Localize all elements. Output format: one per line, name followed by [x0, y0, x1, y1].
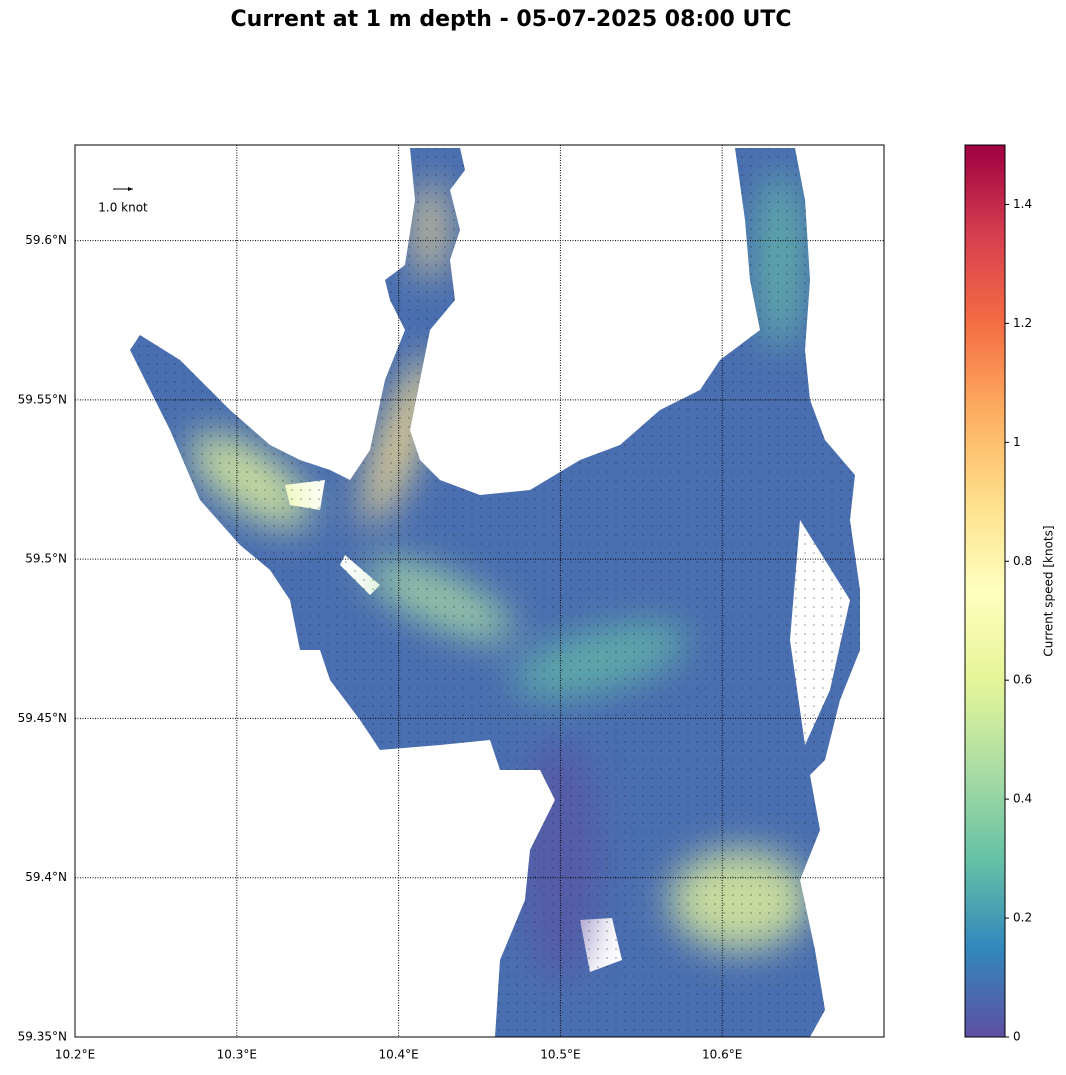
x-tick-label: 10.4°E — [378, 1048, 418, 1062]
colorbar-tick-label: 0.4 — [1013, 792, 1032, 806]
x-tick-label: 10.6°E — [702, 1048, 742, 1062]
y-tick-label: 59.45°N — [18, 711, 67, 725]
y-tick-label: 59.35°N — [18, 1030, 67, 1044]
colorbar-tick-label: 0.8 — [1013, 554, 1032, 568]
colorbar: 0 0.2 0.4 0.6 0.8 1 1.2 1.4 Current speed [knots… — [964, 144, 1056, 1044]
map-area — [130, 148, 860, 1037]
y-tick-label: 59.6°N — [25, 233, 67, 247]
x-tick-label: 10.3°E — [217, 1048, 257, 1062]
colorbar-tick-label: 1 — [1013, 435, 1021, 449]
colorbar-tick-label: 0.6 — [1013, 673, 1032, 687]
colorbar-tick-label: 0.2 — [1013, 911, 1032, 925]
x-tick-label: 10.5°E — [540, 1048, 580, 1062]
quiver-field — [130, 148, 860, 1037]
quiver-key-head — [128, 187, 133, 191]
x-tick-label: 10.2°E — [55, 1048, 95, 1062]
colorbar-tick-label: 1.4 — [1013, 197, 1032, 211]
colorbar-label: Current speed [knots] — [1042, 525, 1056, 656]
y-tick-label: 59.4°N — [25, 870, 67, 884]
colorbar-gradient — [964, 144, 1006, 1038]
y-tick-label: 59.5°N — [25, 552, 67, 566]
quiver-key-label: 1.0 knot — [98, 201, 148, 215]
y-tick-label: 59.55°N — [18, 392, 67, 406]
colorbar-tick-label: 0 — [1013, 1030, 1021, 1044]
colorbar-tick-label: 1.2 — [1013, 316, 1032, 330]
chart-title: Current at 1 m depth - 05-07-2025 08:00 … — [231, 7, 792, 32]
